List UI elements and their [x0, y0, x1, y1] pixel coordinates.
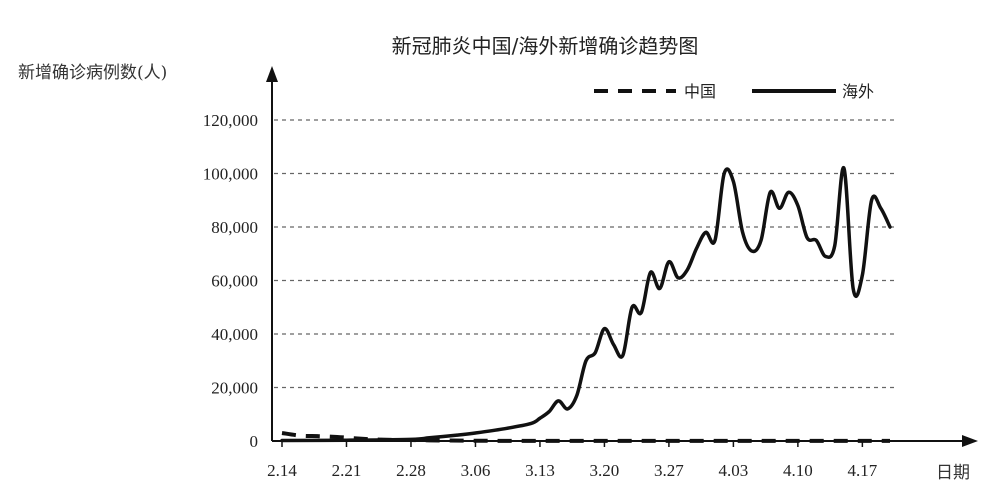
y-tick-label: 80,000	[211, 218, 258, 237]
y-tick-label: 100,000	[203, 165, 258, 184]
x-axis-arrow	[962, 435, 978, 447]
series-line-china	[281, 431, 891, 443]
x-axis-title: 日期	[936, 463, 970, 483]
x-tick-label: 3.06	[461, 461, 491, 480]
legend: 中国 海外	[594, 82, 874, 101]
y-tick-label: 120,000	[203, 111, 258, 130]
y-tick-label: 0	[250, 432, 259, 451]
axes	[266, 66, 978, 447]
y-tick-labels: 0 20,000 40,000 60,000 80,000 100,000 120,000	[203, 111, 258, 451]
series-lines	[280, 166, 892, 443]
x-tick-label: 4.17	[847, 461, 877, 480]
x-tick-labels: 2.14 2.21 2.28 3.06 3.13 3.20 3.27 4.03 4.10 4.17	[267, 441, 878, 480]
legend-china-label: 中国	[684, 82, 716, 101]
x-tick-label: 2.28	[396, 461, 426, 480]
chart-title: 新冠肺炎中国/海外新增确诊趋势图	[392, 34, 699, 58]
series-line-overseas	[280, 166, 892, 443]
y-tick-label: 60,000	[211, 272, 258, 291]
x-tick-label: 4.10	[783, 461, 813, 480]
legend-overseas-label: 海外	[842, 82, 874, 101]
y-tick-label: 20,000	[211, 379, 258, 398]
x-tick-label: 3.20	[590, 461, 620, 480]
x-tick-label: 4.03	[719, 461, 749, 480]
x-tick-label: 3.27	[654, 461, 684, 480]
x-tick-label: 2.21	[332, 461, 362, 480]
x-tick-label: 3.13	[525, 461, 555, 480]
grid-lines	[274, 119, 895, 389]
y-axis-title: 新增确诊病例数(人)	[18, 63, 167, 83]
x-tick-label: 2.14	[267, 461, 297, 480]
y-tick-label: 40,000	[211, 325, 258, 344]
y-axis-arrow	[266, 66, 278, 82]
